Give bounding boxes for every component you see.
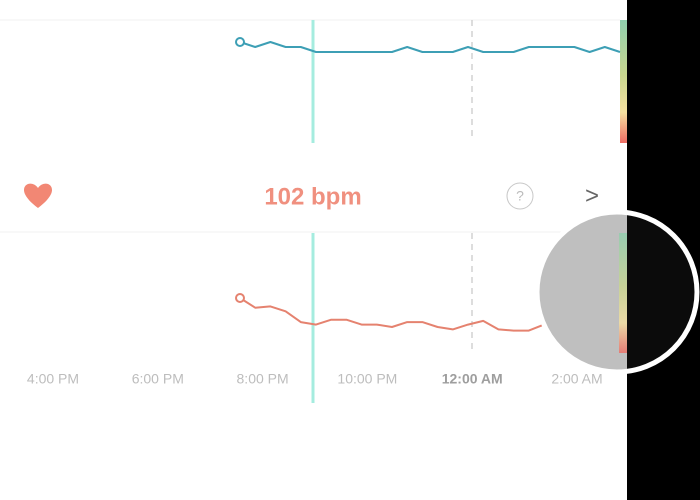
time-label: 8:00 PM — [237, 371, 289, 387]
color-strip — [620, 20, 627, 143]
magnifier-ring — [534, 209, 700, 375]
heart-icon — [24, 183, 52, 208]
time-label: 12:00 AM — [442, 371, 503, 387]
time-label: 6:00 PM — [132, 371, 184, 387]
heart-rate-reading: 102 bpm — [264, 183, 361, 210]
help-icon[interactable]: ? — [516, 188, 524, 204]
trend-line — [239, 41, 621, 53]
time-label: 10:00 PM — [337, 371, 397, 387]
time-label: 4:00 PM — [27, 371, 79, 387]
next-button[interactable]: > — [585, 182, 599, 209]
lens-strip — [619, 233, 627, 353]
start-point — [235, 293, 245, 303]
help-button[interactable] — [506, 182, 534, 210]
time-label: 2:00 AM — [551, 371, 602, 387]
time-axis: 4:00 PM 6:00 PM 8:00 PM 10:00 PM 12:00 AM 2:0… — [27, 371, 603, 387]
start-point — [235, 37, 245, 47]
